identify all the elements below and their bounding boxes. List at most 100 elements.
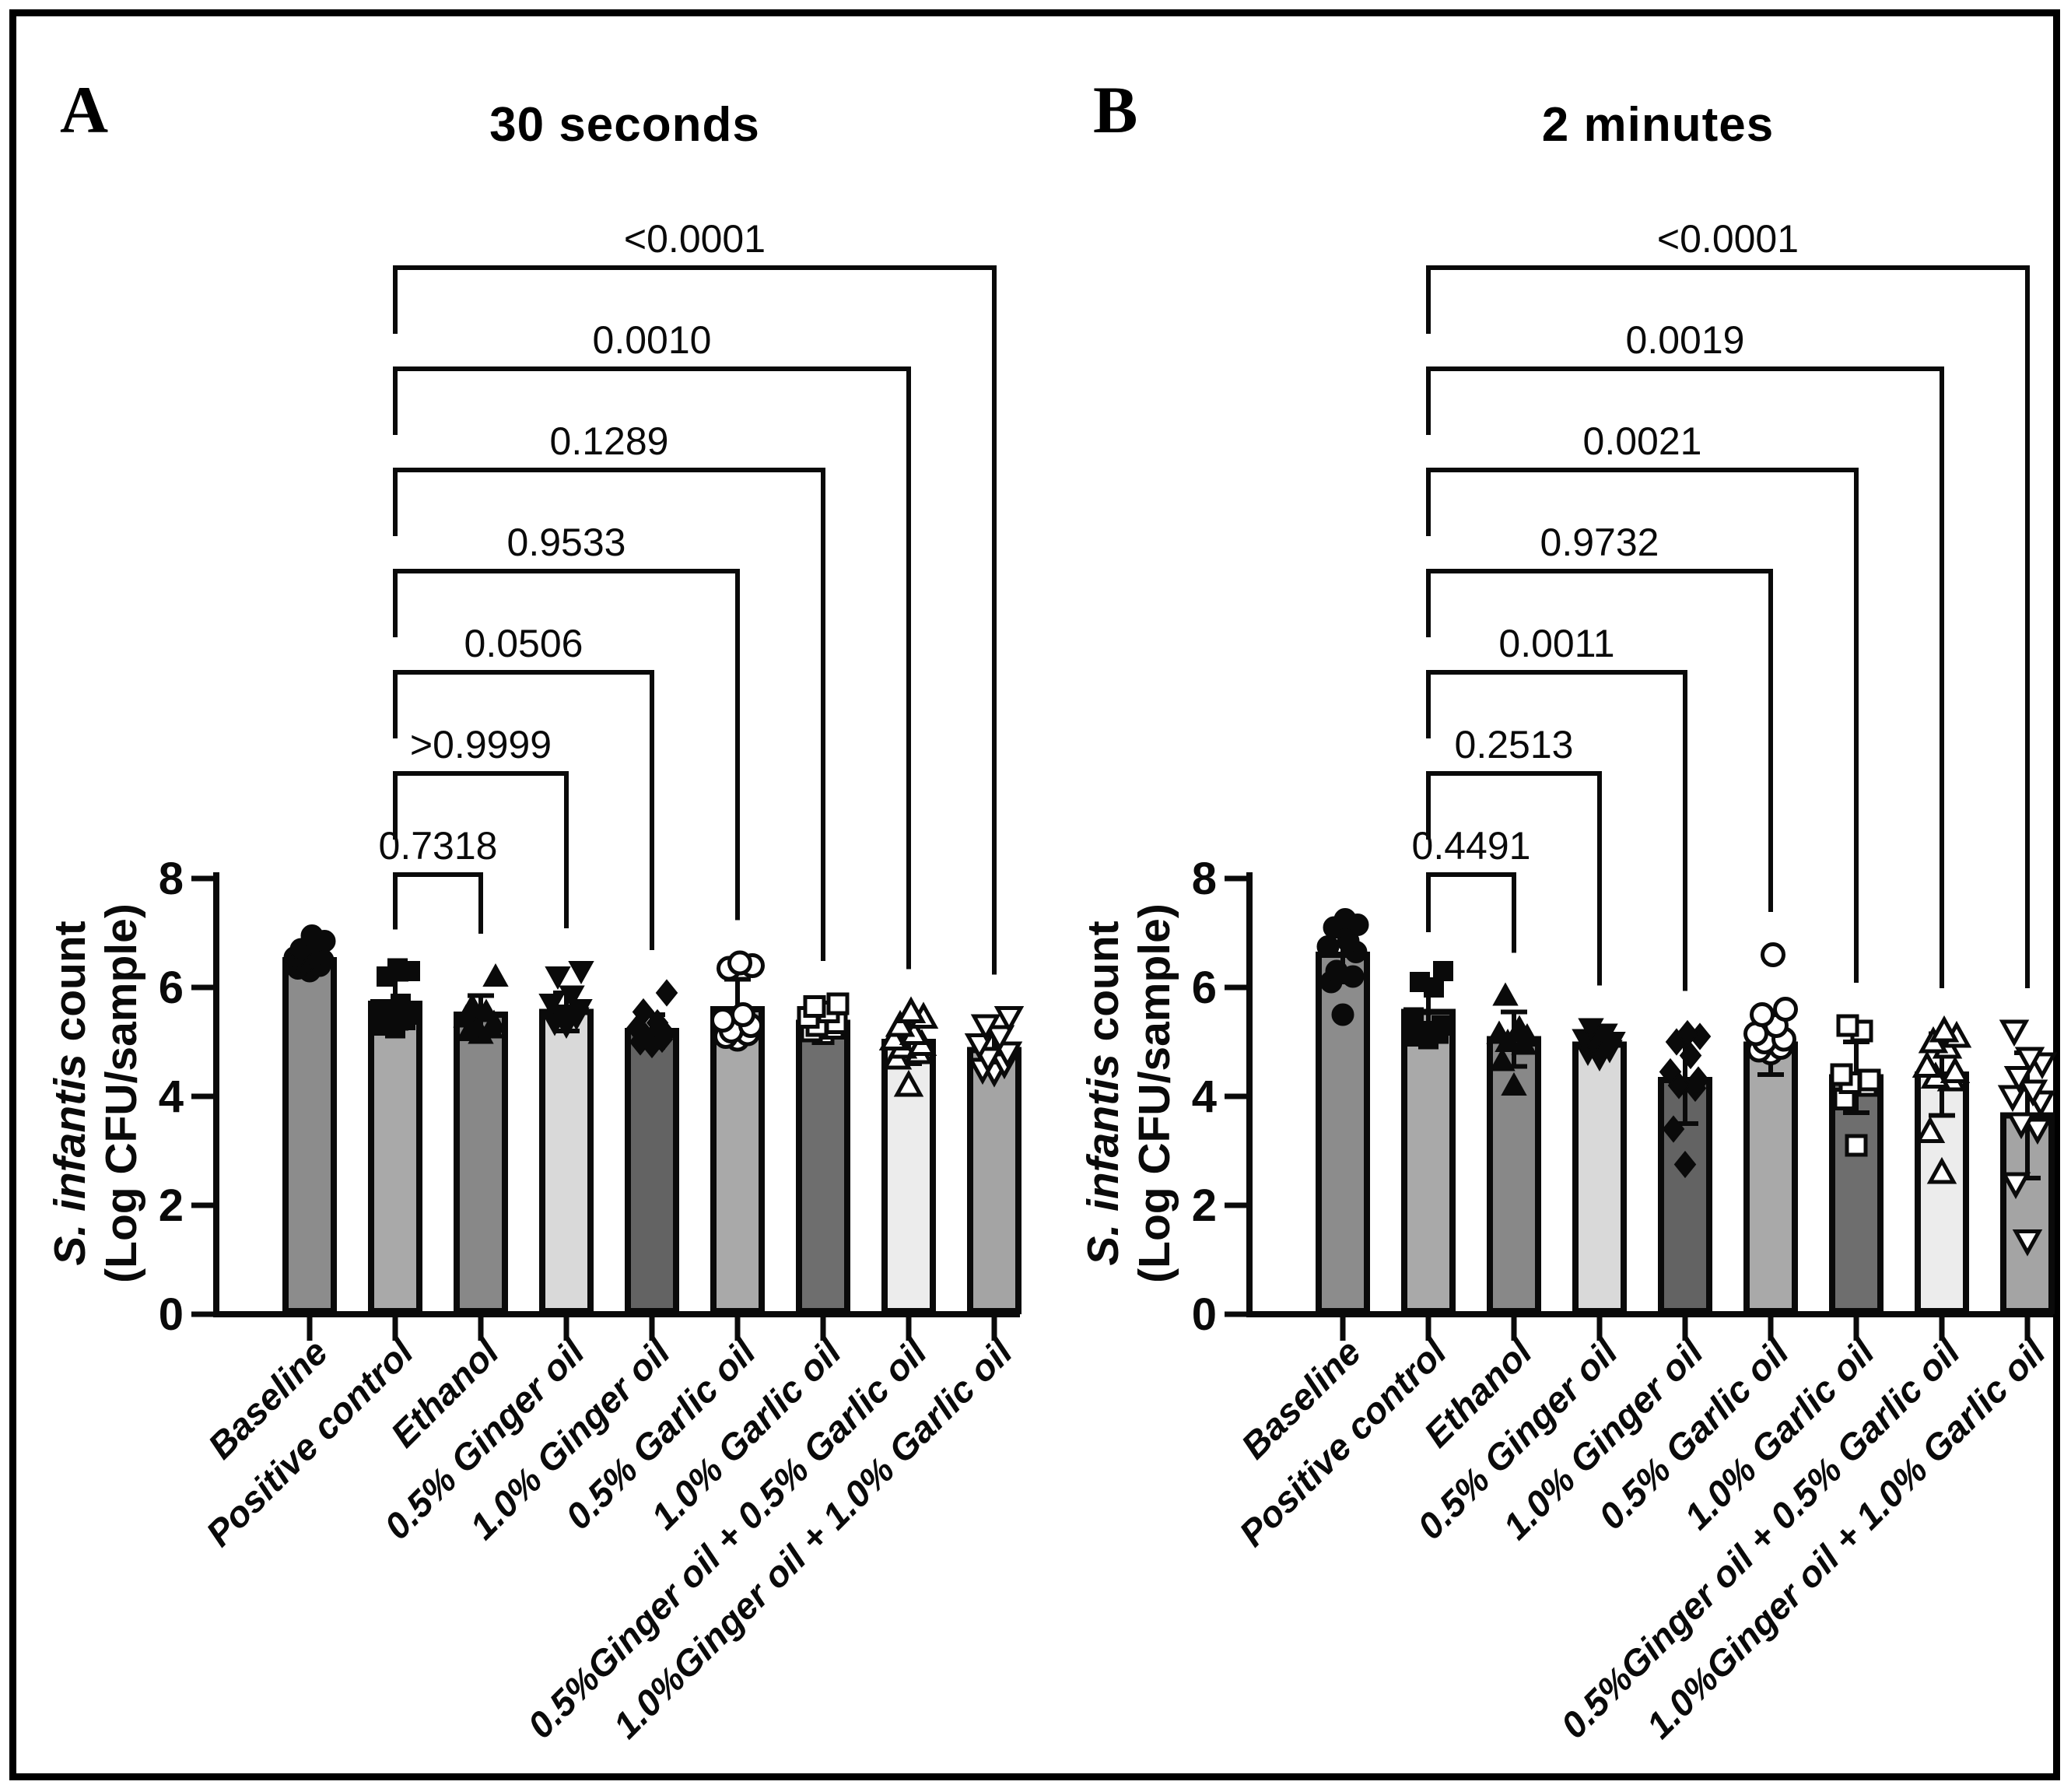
data-point (1403, 1007, 1424, 1028)
data-point (1915, 1116, 1946, 1143)
data-point (459, 993, 485, 1017)
data-point (731, 1002, 755, 1027)
data-point (727, 950, 752, 976)
data-point (1592, 1023, 1618, 1047)
data-point (300, 924, 324, 947)
y-axis-label-line1: S. infantis count (45, 921, 95, 1265)
significance-bracket (393, 670, 654, 950)
p-value-label: 0.9732 (1540, 521, 1659, 564)
bar (1743, 1041, 1798, 1314)
panel-b: 0.4491 0.2513 0.0011 0.9732 0.0021 0.0019 <0.0… (1067, 38, 2064, 1781)
y-tick-label: 2 (1192, 1180, 1217, 1231)
y-axis-label-line2: (Log CFU/sample) (96, 903, 146, 1283)
data-point (370, 999, 391, 1019)
data-point (1486, 1020, 1512, 1044)
data-point (964, 1033, 995, 1061)
data-point (895, 996, 927, 1023)
data-point (387, 958, 408, 979)
p-value-label: 0.0021 (1583, 419, 1702, 463)
data-point (1679, 1041, 1702, 1070)
panel-b-letter: B (1093, 72, 1138, 147)
data-point (2000, 1172, 2031, 1200)
p-value-label: >0.9999 (410, 723, 552, 766)
data-point (1331, 1003, 1354, 1026)
data-point (2017, 1079, 2048, 1107)
data-point (1506, 1015, 1533, 1039)
data-point (1333, 908, 1357, 931)
data-point (1659, 1057, 1682, 1086)
data-point (632, 998, 655, 1026)
data-point (2006, 1112, 2037, 1140)
y-tick-label: 4 (1192, 1071, 1217, 1122)
data-point (1929, 1015, 1960, 1043)
bar (1572, 1041, 1627, 1314)
significance-bracket (1426, 468, 1859, 983)
significance-bracket (1426, 771, 1602, 986)
panel-a-letter: A (60, 72, 109, 147)
bar (454, 1012, 508, 1314)
data-point (538, 994, 565, 1018)
data-point (1687, 1066, 1710, 1094)
data-point (992, 1041, 1023, 1069)
data-point (1433, 961, 1453, 981)
panel-b-title: 2 minutes (1541, 98, 1775, 152)
p-value-label: 0.0010 (593, 318, 712, 362)
data-point (878, 1023, 909, 1050)
data-point (559, 985, 585, 1009)
data-point (1940, 1056, 1971, 1083)
y-axis-label-line2: (Log CFU/sample) (1130, 903, 1179, 1283)
y-tick-label: 2 (159, 1180, 184, 1231)
data-point (1676, 1019, 1699, 1048)
bar (881, 1039, 936, 1314)
p-value-label: 0.4491 (1412, 824, 1531, 868)
data-point (1578, 1018, 1604, 1042)
p-value-label: 0.1289 (550, 419, 669, 463)
bar (539, 1008, 594, 1314)
y-tick-label: 8 (1192, 854, 1217, 904)
bar (368, 1001, 422, 1314)
bar (796, 1019, 850, 1314)
data-point (1750, 1002, 1775, 1027)
p-value-label: 0.0011 (1498, 622, 1614, 665)
p-value-label: <0.0001 (1657, 217, 1799, 261)
y-tick-label: 0 (1192, 1289, 1217, 1340)
data-point (646, 1008, 669, 1037)
data-point (1773, 997, 1798, 1022)
bar (282, 957, 337, 1314)
data-point (1999, 1019, 2030, 1047)
significance-bracket (393, 872, 483, 934)
data-point (1501, 1071, 1527, 1096)
bar (625, 1028, 679, 1314)
significance-bracket (393, 468, 825, 961)
data-point (710, 1008, 735, 1033)
data-point (1830, 1063, 1853, 1086)
p-value-label: 0.0019 (1626, 318, 1745, 362)
data-point (970, 1014, 1001, 1042)
p-value-label: 0.9533 (507, 521, 626, 564)
significance-bracket (393, 569, 740, 921)
data-point (2014, 1047, 2045, 1075)
significance-bracket (393, 265, 997, 975)
data-point (1858, 1068, 1881, 1092)
significance-bracket (1426, 366, 1944, 988)
data-point (545, 966, 571, 991)
significance-bracket (1426, 265, 2030, 988)
data-point (1997, 1085, 2028, 1113)
data-point (993, 1006, 1025, 1033)
y-tick-label: 8 (159, 854, 184, 904)
p-value-label: <0.0001 (624, 217, 766, 261)
p-value-label: 0.2513 (1455, 723, 1574, 766)
data-point (1316, 935, 1340, 958)
y-tick-label: 4 (159, 1071, 184, 1122)
significance-bracket (1426, 670, 1687, 991)
panel-b-chart: 0.4491 0.2513 0.0011 0.9732 0.0021 0.0019 <0.0… (1078, 217, 2058, 1746)
data-point (2012, 1229, 2043, 1257)
data-point (2022, 1117, 2053, 1145)
data-point (1673, 1150, 1697, 1179)
data-point (1912, 1050, 1943, 1078)
data-point (482, 963, 509, 987)
data-point (391, 994, 411, 1014)
significance-bracket (393, 366, 911, 970)
panel-a-title: 30 seconds (489, 98, 760, 152)
panel-a: 0.7318 >0.9999 0.0506 0.9533 0.1289 0.0010 <0.… (33, 38, 1031, 1781)
